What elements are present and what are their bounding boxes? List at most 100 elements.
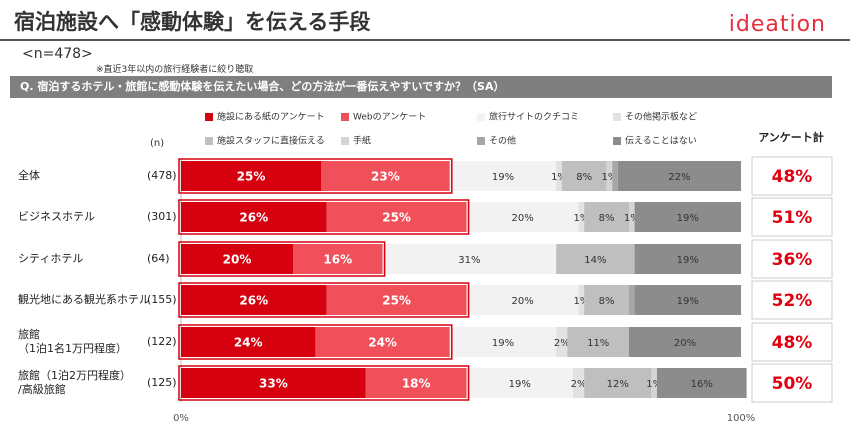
bar-segment <box>567 327 629 357</box>
highlight-outline <box>178 365 470 401</box>
highlight-outline <box>178 282 470 318</box>
legend-label: 伝えることはない <box>625 136 697 147</box>
highlight-outline <box>178 324 453 360</box>
value-label: 23% <box>371 170 400 184</box>
totals-title: アンケート計 <box>758 130 824 144</box>
value-label: 8% <box>599 213 615 224</box>
value-label: 33% <box>259 377 288 391</box>
bar-segment <box>617 161 741 191</box>
bar-segment <box>584 202 629 232</box>
value-label: 19% <box>492 172 514 183</box>
value-label: 1% <box>551 172 567 183</box>
bar-segment <box>181 244 293 274</box>
bar-segment <box>578 285 585 315</box>
legend-swatch <box>341 137 349 145</box>
bar-segment <box>449 327 557 357</box>
value-label: 2% <box>554 338 570 349</box>
title: 宿泊施設へ「感動体験」を伝える手段 <box>14 10 371 34</box>
bar-segment <box>556 327 568 357</box>
value-label: 1% <box>624 213 640 224</box>
value-label: 8% <box>576 172 592 183</box>
x-tick-label: 0% <box>173 413 189 424</box>
value-label: 8% <box>599 296 615 307</box>
legend-swatch <box>613 137 621 145</box>
value-label: 20% <box>223 253 252 267</box>
n-label: (64) <box>147 252 170 265</box>
bar-segment <box>382 244 557 274</box>
value-label: 1% <box>573 213 589 224</box>
highlight-outline <box>178 241 386 277</box>
legend-swatch <box>205 113 213 121</box>
value-label: 19% <box>677 255 699 266</box>
legend-swatch <box>477 137 485 145</box>
value-label: 19% <box>677 296 699 307</box>
bar-segment <box>449 161 557 191</box>
logo: ideation <box>728 12 826 37</box>
legend-swatch <box>477 113 485 121</box>
bar-segment <box>466 202 579 232</box>
bar-segment <box>466 368 573 398</box>
bar-segment <box>573 368 585 398</box>
value-label: 14% <box>584 255 606 266</box>
legend-label: 施設にある紙のアンケート <box>217 111 325 123</box>
bar-segment <box>365 368 467 398</box>
bar-segment <box>634 244 741 274</box>
total-box <box>751 322 833 362</box>
value-label: 24% <box>234 336 263 350</box>
value-label: 22% <box>668 172 690 183</box>
bar-segment <box>629 285 635 315</box>
value-label: 25% <box>237 170 266 184</box>
category-label: 観光地にある観光系ホテル <box>18 293 150 306</box>
bar-segment <box>556 161 562 191</box>
legend-label: 手紙 <box>353 135 371 147</box>
x-tick-label: 100% <box>727 413 756 424</box>
category-label: ビジネスホテル <box>18 210 95 223</box>
bar-segment <box>629 327 741 357</box>
value-label: 20% <box>511 296 533 307</box>
bar-segment <box>578 202 585 232</box>
category-label: 旅館 （1泊1名1万円程度） <box>18 328 127 355</box>
bar-segment <box>561 161 607 191</box>
sample: <n=478> <box>22 46 93 62</box>
bar-segment <box>612 161 618 191</box>
value-label: 16% <box>323 253 352 267</box>
value-label: 26% <box>239 211 268 225</box>
value-label: 19% <box>492 338 514 349</box>
value-label: 25% <box>382 294 411 308</box>
bar-segment <box>634 202 741 232</box>
legend-swatch <box>341 113 349 121</box>
value-label: 1% <box>601 172 617 183</box>
legend-label: その他掲示板など <box>625 111 697 123</box>
total-label: 48% <box>772 333 813 353</box>
bar-segment <box>466 285 579 315</box>
bar-segment <box>181 285 327 315</box>
legend-label: その他 <box>489 135 516 147</box>
n-label: (478) <box>147 169 177 182</box>
legend-label: Webのアンケート <box>353 112 426 123</box>
value-label: 16% <box>691 379 713 390</box>
n-label: (125) <box>147 376 177 389</box>
value-label: 12% <box>607 379 629 390</box>
legend-label: 旅行サイトのクチコミ <box>489 111 579 123</box>
value-label: 24% <box>368 336 397 350</box>
value-label: 1% <box>646 379 662 390</box>
total-label: 50% <box>772 374 813 394</box>
value-label: 20% <box>511 213 533 224</box>
bar-segment <box>606 161 613 191</box>
value-label: 31% <box>458 255 480 266</box>
bar-segment <box>181 327 316 357</box>
value-label: 25% <box>382 211 411 225</box>
total-label: 36% <box>772 250 813 270</box>
bar-segment <box>181 161 321 191</box>
n-header: (n) <box>150 138 164 149</box>
bar-segment <box>584 285 629 315</box>
category-label: 旅館（1泊2万円程度） /高級旅館 <box>18 369 131 396</box>
bar-segment <box>556 244 635 274</box>
bar-segment <box>321 161 450 191</box>
value-label: 2% <box>571 379 587 390</box>
bar-segment <box>651 368 657 398</box>
value-label: 20% <box>674 338 696 349</box>
bar-segment <box>657 368 747 398</box>
legend-swatch <box>613 113 621 121</box>
